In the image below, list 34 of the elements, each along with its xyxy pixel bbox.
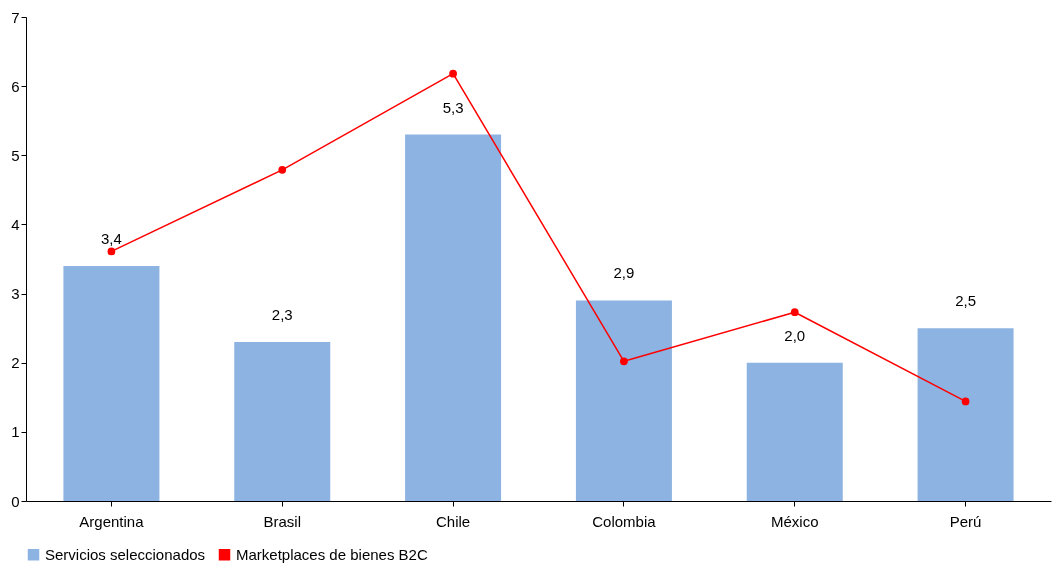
- legend-label: Marketplaces de bienes B2C: [236, 545, 428, 563]
- point: [449, 69, 457, 78]
- point: [790, 308, 799, 317]
- x-tick-label: Chile: [435, 512, 471, 530]
- bar: [746, 362, 843, 501]
- bar: [234, 341, 331, 501]
- x-tick-label: Perú: [949, 512, 982, 530]
- y-tick-label: 7: [11, 8, 20, 26]
- data-label: 2,0: [784, 326, 806, 344]
- y-tick-label: 4: [11, 215, 20, 233]
- data-label: 2,5: [955, 292, 977, 310]
- point: [107, 247, 116, 256]
- point: [961, 397, 970, 406]
- data-label: 2,3: [271, 305, 293, 323]
- y-tick-label: 3: [11, 285, 20, 303]
- bar: [917, 328, 1014, 501]
- x-tick-label: México: [770, 512, 819, 530]
- data-label: 5,3: [442, 98, 464, 116]
- x-tick-label: Brasil: [263, 512, 302, 530]
- point: [278, 165, 287, 174]
- data-label: 2,9: [613, 264, 635, 282]
- y-tick-label: 1: [11, 423, 20, 441]
- x-tick-label: Colombia: [592, 512, 657, 530]
- bar: [63, 265, 160, 501]
- y-tick-label: 5: [11, 146, 20, 164]
- y-tick-label: 6: [11, 77, 20, 95]
- x-tick-label: Argentina: [79, 512, 145, 530]
- data-label: 3,4: [100, 229, 122, 247]
- bar: [405, 134, 502, 501]
- point: [620, 357, 628, 366]
- legend-label: Servicios seleccionados: [45, 545, 206, 563]
- bar: [575, 300, 672, 501]
- y-tick-label: 2: [11, 354, 20, 372]
- y-tick-label: 0: [11, 492, 20, 510]
